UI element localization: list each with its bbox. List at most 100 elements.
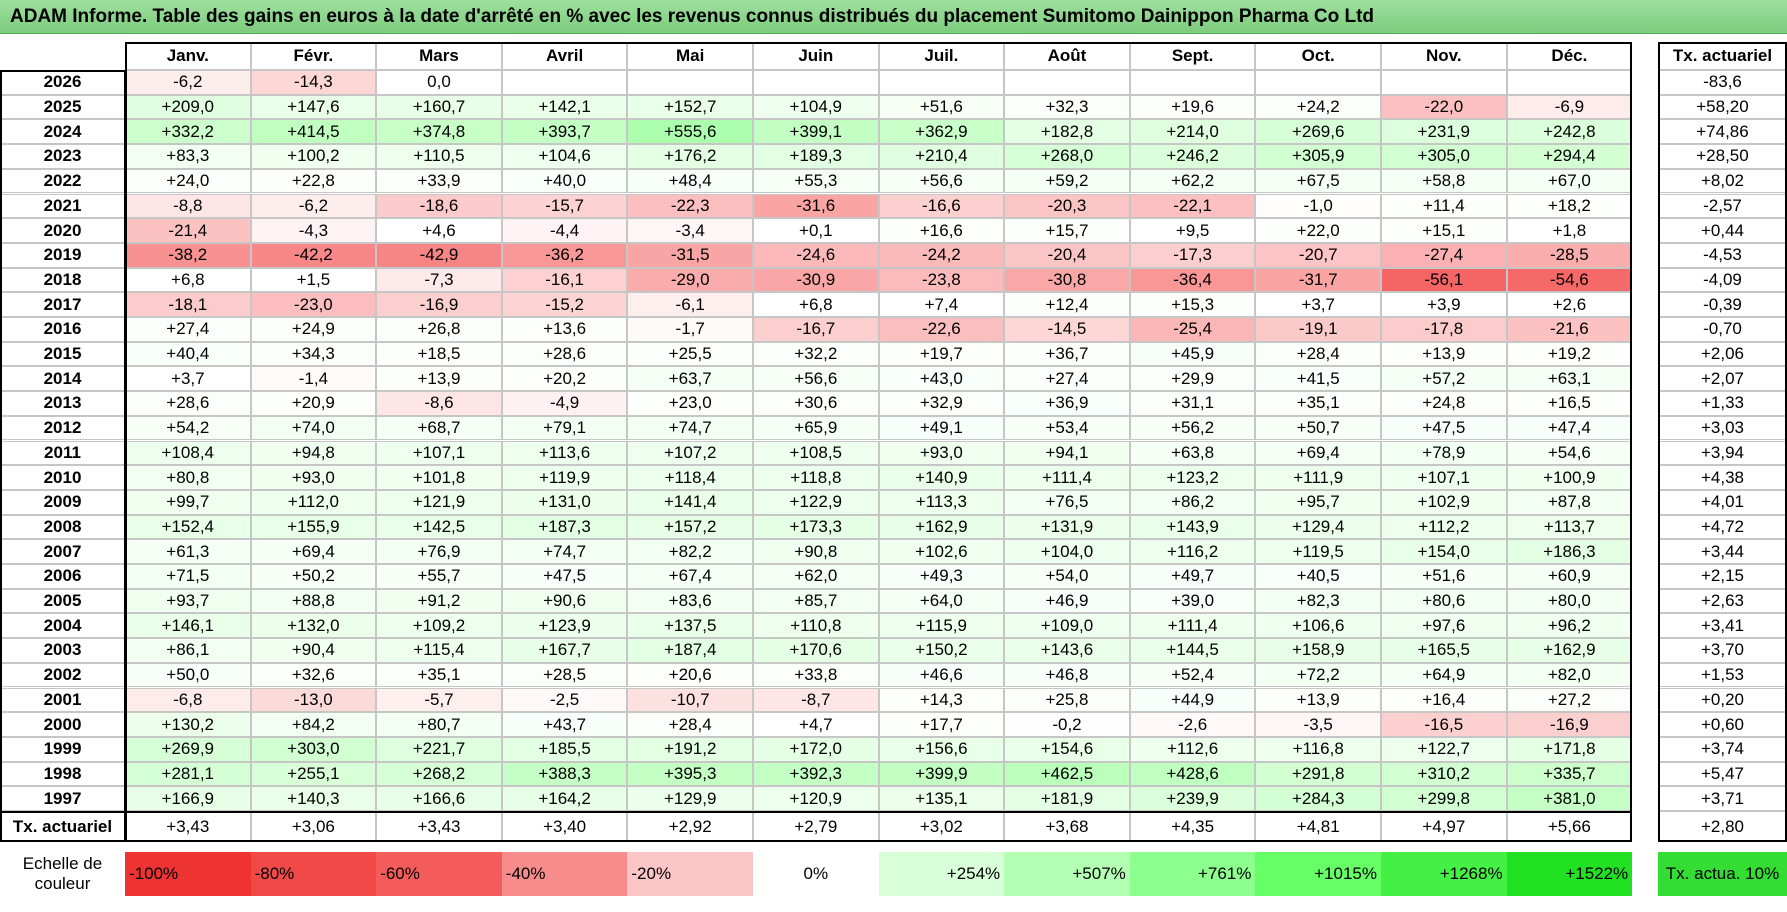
legend-swatch: -100% bbox=[125, 852, 251, 896]
legend-swatch: +1015% bbox=[1255, 852, 1381, 896]
row-year: 2005 bbox=[0, 588, 125, 614]
value-cell: +90,6 bbox=[501, 588, 628, 614]
value-cell: -16,6 bbox=[878, 193, 1005, 219]
value-cell: +19,6 bbox=[1129, 94, 1256, 120]
value-cell: +40,0 bbox=[501, 168, 628, 194]
legend-swatch: -20% bbox=[627, 852, 753, 896]
value-cell: -2,5 bbox=[501, 687, 628, 713]
value-cell: -20,3 bbox=[1004, 193, 1130, 219]
value-cell: -18,6 bbox=[376, 193, 502, 219]
value-cell: +268,0 bbox=[1004, 144, 1130, 169]
row-year: 2026 bbox=[0, 70, 125, 95]
value-cell: +166,9 bbox=[125, 786, 251, 811]
value-cell: -22,0 bbox=[1381, 94, 1507, 120]
value-cell: +123,9 bbox=[501, 613, 628, 639]
row-year: 2007 bbox=[0, 539, 125, 564]
value-cell: +141,4 bbox=[627, 489, 753, 515]
row-year: 2018 bbox=[0, 267, 125, 293]
value-cell: +88,8 bbox=[250, 588, 377, 614]
column-header: Avril bbox=[501, 42, 628, 70]
value-cell: +39,0 bbox=[1129, 588, 1256, 614]
legend-label: Echelle de couleur bbox=[22, 854, 103, 893]
value-cell: +162,9 bbox=[1506, 638, 1633, 663]
value-cell: +239,9 bbox=[1129, 786, 1256, 811]
value-cell: +14,3 bbox=[878, 687, 1005, 713]
value-cell: +90,4 bbox=[250, 638, 377, 663]
value-cell: -4,9 bbox=[501, 391, 628, 416]
value-cell: -8,7 bbox=[753, 687, 879, 713]
value-cell: +189,3 bbox=[753, 144, 879, 169]
value-cell: +80,8 bbox=[125, 465, 251, 490]
value-cell: +74,7 bbox=[501, 539, 628, 564]
value-cell: -30,8 bbox=[1004, 267, 1130, 293]
value-cell: +3,9 bbox=[1381, 292, 1507, 317]
value-cell: +118,8 bbox=[753, 465, 879, 490]
value-cell: +13,9 bbox=[376, 366, 502, 392]
value-cell: +86,2 bbox=[1129, 489, 1256, 515]
row-year: 2012 bbox=[0, 415, 125, 441]
row-year: 2017 bbox=[0, 292, 125, 317]
value-cell: +16,5 bbox=[1506, 391, 1633, 416]
value-cell: +67,4 bbox=[627, 564, 753, 589]
value-cell: +16,6 bbox=[878, 218, 1005, 243]
value-cell: -20,7 bbox=[1255, 242, 1381, 268]
value-cell: +231,9 bbox=[1381, 119, 1507, 145]
value-cell: +25,5 bbox=[627, 341, 753, 367]
value-cell: -4,4 bbox=[501, 218, 628, 243]
value-cell: +96,2 bbox=[1506, 613, 1633, 639]
value-cell: +54,0 bbox=[1004, 564, 1130, 589]
total-cell: +4,01 bbox=[1658, 489, 1787, 515]
value-cell: +40,5 bbox=[1255, 564, 1381, 589]
value-cell: +146,1 bbox=[125, 613, 251, 639]
value-cell: +69,4 bbox=[1255, 440, 1381, 466]
value-cell: -7,3 bbox=[376, 267, 502, 293]
value-cell: -17,8 bbox=[1381, 317, 1507, 342]
value-cell: +221,7 bbox=[376, 736, 502, 762]
value-cell: +85,7 bbox=[753, 588, 879, 614]
value-cell: +414,5 bbox=[250, 119, 377, 145]
value-cell: +131,9 bbox=[1004, 514, 1130, 540]
value-cell: +28,4 bbox=[627, 712, 753, 737]
value-cell: +15,7 bbox=[1004, 218, 1130, 243]
row-year: 2001 bbox=[0, 687, 125, 713]
value-cell: -6,1 bbox=[627, 292, 753, 317]
value-cell: +104,6 bbox=[501, 144, 628, 169]
column-header: Tx. actuariel bbox=[1658, 42, 1787, 70]
value-cell: +82,2 bbox=[627, 539, 753, 564]
value-cell: +154,0 bbox=[1381, 539, 1507, 564]
value-cell: +94,8 bbox=[250, 440, 377, 466]
row-year: 2025 bbox=[0, 94, 125, 120]
value-cell: +64,0 bbox=[878, 588, 1005, 614]
value-cell: +102,9 bbox=[1381, 489, 1507, 515]
value-cell: +15,1 bbox=[1381, 218, 1507, 243]
value-cell: +167,7 bbox=[501, 638, 628, 663]
value-cell: +268,2 bbox=[376, 761, 502, 787]
value-cell: +185,5 bbox=[501, 736, 628, 762]
total-cell: -0,70 bbox=[1658, 317, 1787, 342]
value-cell: +109,2 bbox=[376, 613, 502, 639]
total-cell: -4,09 bbox=[1658, 267, 1787, 293]
value-cell: -18,1 bbox=[125, 292, 251, 317]
value-cell: +72,2 bbox=[1255, 662, 1381, 688]
value-cell bbox=[1129, 70, 1256, 95]
value-cell: +165,5 bbox=[1381, 638, 1507, 663]
total-cell: +3,70 bbox=[1658, 638, 1787, 663]
value-cell: -4,3 bbox=[250, 218, 377, 243]
value-cell: +83,3 bbox=[125, 144, 251, 169]
value-cell: +110,5 bbox=[376, 144, 502, 169]
value-cell: +107,2 bbox=[627, 440, 753, 466]
value-cell: +6,8 bbox=[753, 292, 879, 317]
value-cell: +28,6 bbox=[125, 391, 251, 416]
footer-cell: +3,43 bbox=[125, 811, 251, 842]
value-cell bbox=[1506, 70, 1633, 95]
value-cell: +61,3 bbox=[125, 539, 251, 564]
value-cell: +93,0 bbox=[878, 440, 1005, 466]
total-cell: +1,53 bbox=[1658, 662, 1787, 688]
value-cell: +186,3 bbox=[1506, 539, 1633, 564]
value-cell: +18,2 bbox=[1506, 193, 1633, 219]
value-cell: +269,6 bbox=[1255, 119, 1381, 145]
value-cell: +120,9 bbox=[753, 786, 879, 811]
value-cell bbox=[753, 70, 879, 95]
value-cell: +55,7 bbox=[376, 564, 502, 589]
value-cell: +140,3 bbox=[250, 786, 377, 811]
